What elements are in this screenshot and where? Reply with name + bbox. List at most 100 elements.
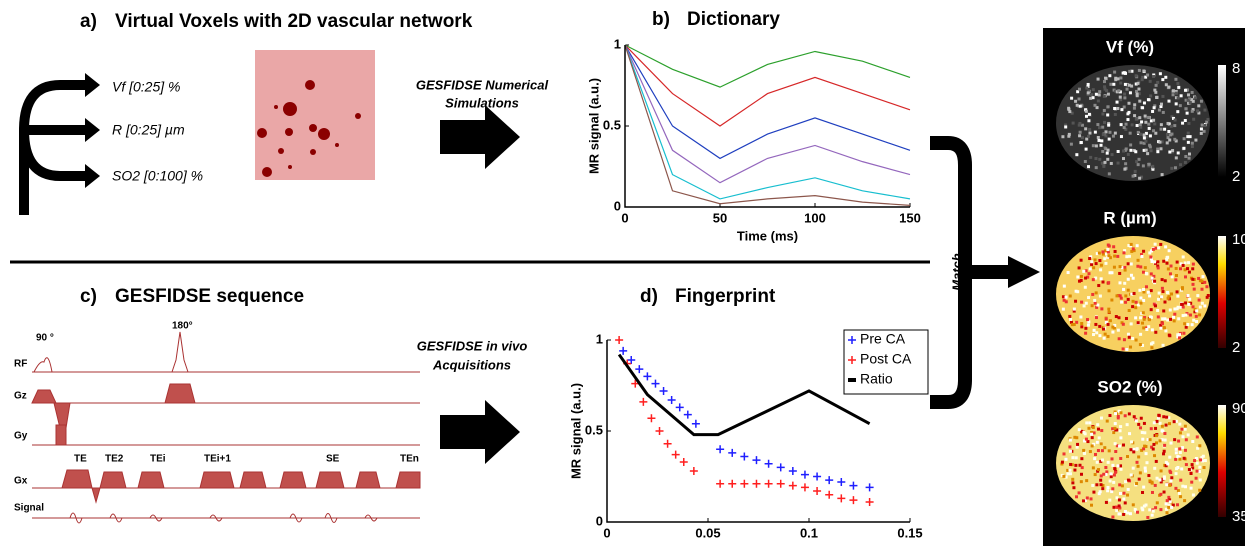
texture bbox=[1190, 463, 1194, 467]
texture bbox=[1180, 302, 1184, 306]
marker bbox=[788, 481, 797, 490]
texture bbox=[1074, 463, 1078, 467]
texture bbox=[1067, 107, 1071, 111]
texture bbox=[1183, 88, 1187, 92]
texture bbox=[1142, 485, 1146, 489]
texture bbox=[1084, 326, 1088, 330]
texture bbox=[1099, 263, 1103, 267]
marker bbox=[800, 470, 809, 479]
texture bbox=[1178, 457, 1182, 461]
texture bbox=[1159, 326, 1163, 330]
texture bbox=[1146, 73, 1150, 77]
x-tick-label: 0.1 bbox=[800, 525, 818, 540]
texture bbox=[1198, 465, 1202, 469]
texture bbox=[1155, 95, 1159, 99]
texture bbox=[1174, 266, 1178, 270]
texture bbox=[1106, 248, 1110, 252]
texture bbox=[1144, 75, 1148, 79]
texture bbox=[1072, 323, 1076, 327]
texture bbox=[1107, 307, 1111, 311]
texture bbox=[1171, 93, 1175, 97]
texture bbox=[1099, 268, 1103, 272]
texture bbox=[1134, 306, 1138, 310]
texture bbox=[1197, 104, 1201, 108]
texture bbox=[1120, 321, 1124, 325]
texture bbox=[1104, 261, 1108, 265]
texture bbox=[1073, 435, 1077, 439]
texture bbox=[1170, 505, 1174, 509]
texture bbox=[1200, 301, 1204, 305]
texture bbox=[1107, 137, 1111, 141]
texture bbox=[1129, 448, 1133, 452]
texture bbox=[1096, 427, 1100, 431]
texture bbox=[1186, 267, 1190, 271]
texture bbox=[1125, 455, 1129, 459]
texture bbox=[1126, 118, 1130, 122]
texture bbox=[1086, 323, 1090, 327]
x-tick-label: 150 bbox=[899, 210, 921, 225]
texture bbox=[1099, 478, 1103, 482]
texture bbox=[1130, 69, 1134, 73]
texture bbox=[1084, 331, 1088, 335]
legend-swatch bbox=[848, 336, 856, 344]
texture bbox=[1201, 275, 1205, 279]
y-tick-label: 0.5 bbox=[603, 117, 621, 132]
texture bbox=[1106, 322, 1110, 326]
axes bbox=[606, 340, 910, 523]
texture bbox=[1075, 445, 1079, 449]
texture bbox=[1149, 149, 1153, 153]
texture bbox=[1154, 304, 1158, 308]
texture bbox=[1134, 509, 1138, 513]
texture bbox=[1139, 416, 1143, 420]
texture bbox=[1183, 160, 1187, 164]
texture bbox=[1068, 468, 1072, 472]
texture bbox=[1106, 105, 1110, 109]
texture bbox=[1067, 132, 1071, 136]
texture bbox=[1095, 483, 1099, 487]
texture bbox=[1181, 484, 1185, 488]
texture bbox=[1160, 438, 1164, 442]
texture bbox=[1181, 314, 1185, 318]
texture bbox=[1080, 466, 1084, 470]
panel-title: GESFIDSE sequence bbox=[115, 286, 304, 307]
texture bbox=[1119, 411, 1123, 415]
texture bbox=[1124, 294, 1128, 298]
texture bbox=[1104, 317, 1108, 321]
texture bbox=[1186, 140, 1190, 144]
texture bbox=[1124, 480, 1128, 484]
series-line bbox=[617, 353, 871, 437]
texture bbox=[1061, 135, 1065, 139]
texture bbox=[1183, 499, 1187, 503]
texture bbox=[1114, 315, 1118, 319]
texture bbox=[1113, 467, 1117, 471]
texture bbox=[1109, 82, 1113, 86]
texture bbox=[1069, 320, 1073, 324]
texture bbox=[1107, 449, 1111, 453]
texture bbox=[1132, 291, 1136, 295]
texture bbox=[1159, 323, 1163, 327]
texture bbox=[1154, 131, 1158, 135]
texture bbox=[1131, 503, 1135, 507]
texture bbox=[1148, 251, 1152, 255]
sequence-row: Gz bbox=[14, 391, 27, 402]
texture bbox=[1149, 119, 1153, 123]
texture bbox=[1091, 425, 1095, 429]
marker bbox=[740, 479, 749, 488]
texture bbox=[1126, 511, 1130, 515]
texture bbox=[1137, 455, 1141, 459]
texture bbox=[1134, 417, 1138, 421]
texture bbox=[1136, 510, 1140, 514]
texture bbox=[1134, 117, 1138, 121]
texture bbox=[1146, 290, 1150, 294]
texture bbox=[1187, 152, 1191, 156]
echo-label: TEi bbox=[150, 454, 166, 465]
texture bbox=[1121, 347, 1125, 351]
texture bbox=[1184, 438, 1188, 442]
texture bbox=[1142, 290, 1146, 294]
texture bbox=[1094, 276, 1098, 280]
texture bbox=[1153, 88, 1157, 92]
colorbar-min: 35 bbox=[1232, 508, 1245, 525]
texture bbox=[1159, 127, 1163, 131]
texture bbox=[1094, 316, 1098, 320]
texture bbox=[1076, 90, 1080, 94]
